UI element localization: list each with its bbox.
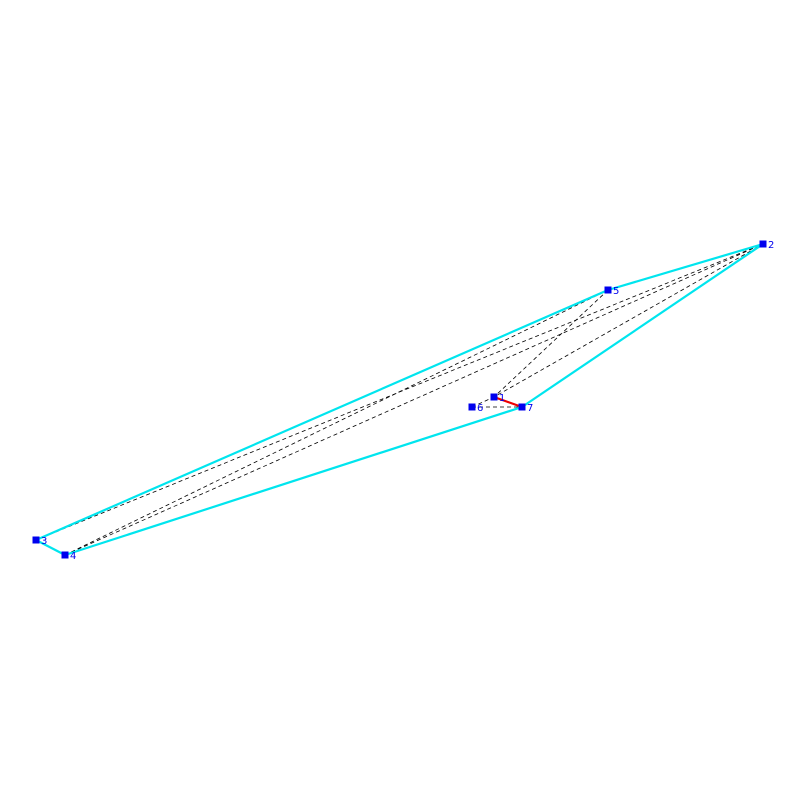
vertex-7-label: 7	[527, 403, 533, 414]
vertex-2-marker	[759, 240, 767, 248]
hull-edge-2-5	[607, 242, 764, 292]
vertex-4-label: 4	[70, 551, 76, 562]
vertices: 1 2 3 4 5 6 7	[32, 240, 774, 562]
diagonal-edge-4-5	[64, 289, 609, 556]
vertex-6-label: 6	[477, 403, 483, 414]
highlight-edge-1-7	[493, 395, 523, 409]
vertex-7-marker	[518, 403, 526, 411]
vertex-3-label: 3	[41, 536, 47, 547]
highlight-edges	[493, 395, 523, 409]
hull-edge-5-3	[35, 288, 609, 542]
vertex-1-label: 1	[499, 393, 505, 404]
hull-edge-3-4	[35, 539, 66, 556]
vertex-1-marker	[490, 393, 498, 401]
hull-edge-7-2	[521, 243, 764, 408]
hull-edge-4-7	[64, 405, 523, 557]
vertex-5-marker	[604, 286, 612, 294]
diagonal-edge-5-1	[493, 289, 609, 398]
diagonal-edges	[35, 243, 764, 556]
vertex-6-marker	[468, 403, 476, 411]
hull-edges	[35, 242, 764, 557]
vertex-4-marker	[61, 551, 69, 559]
diagonal-edge-2-1	[493, 243, 764, 398]
diagonal-edge-4-2	[64, 243, 764, 556]
vertex-3-marker	[32, 536, 40, 544]
vertex-2-label: 2	[768, 240, 774, 251]
vertex-5-label: 5	[613, 286, 619, 297]
